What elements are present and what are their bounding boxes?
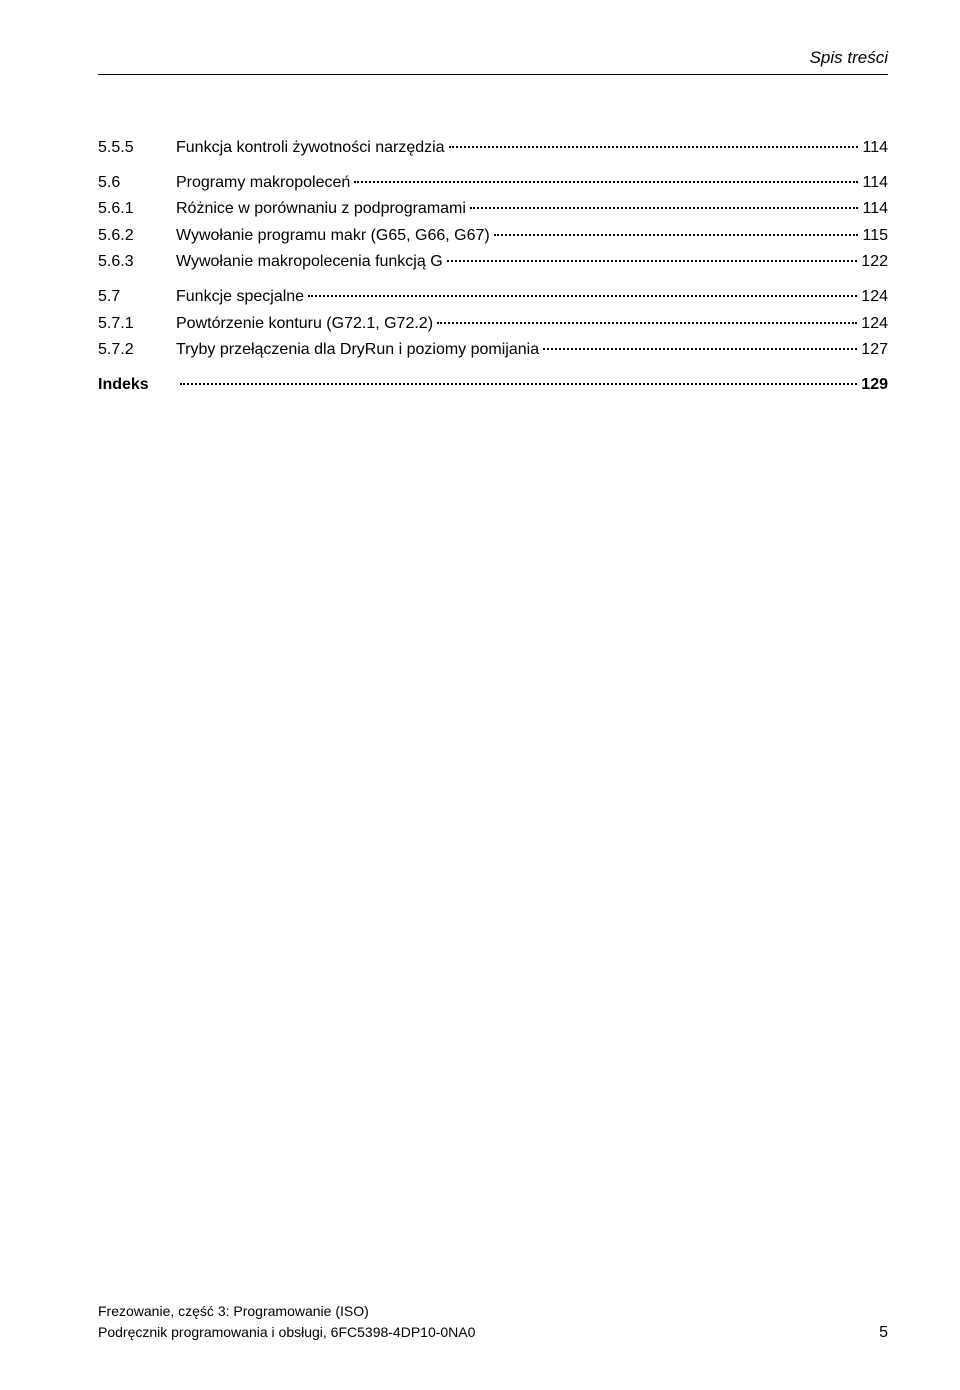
toc-section-number: 5.7 — [98, 284, 176, 310]
toc-section-number: 5.6.2 — [98, 223, 176, 249]
toc-section-number: 5.6.1 — [98, 196, 176, 222]
toc-page-number: 114 — [862, 135, 888, 161]
toc-dot-leader — [447, 260, 858, 262]
toc-page-number: 124 — [861, 311, 888, 337]
toc-dot-leader — [543, 348, 857, 350]
toc-page-number: 114 — [862, 196, 888, 222]
toc-page-number: 114 — [862, 170, 888, 196]
page-header: Spis treści — [98, 48, 888, 75]
toc-entry: Indeks 129 — [98, 372, 888, 398]
toc-entry: 5.6Programy makropoleceń 114 — [98, 170, 888, 196]
toc-spacer — [98, 364, 888, 372]
toc-section-title: Funkcje specjalne — [176, 284, 304, 310]
page-footer: Frezowanie, część 3: Programowanie (ISO)… — [98, 1301, 888, 1342]
toc-dot-leader — [494, 234, 859, 236]
toc-entry: 5.6.1Różnice w porównaniu z podprogramam… — [98, 196, 888, 222]
toc-section-number: Indeks — [98, 372, 176, 398]
toc-section-title: Powtórzenie konturu (G72.1, G72.2) — [176, 311, 433, 337]
toc-dot-leader — [449, 146, 859, 148]
toc-section-title: Wywołanie makropolecenia funkcją G — [176, 249, 443, 275]
toc-section-title: Tryby przełączenia dla DryRun i poziomy … — [176, 337, 539, 363]
toc-page-number: 124 — [861, 284, 888, 310]
toc-entry: 5.7.2Tryby przełączenia dla DryRun i poz… — [98, 337, 888, 363]
toc-entry: 5.6.3Wywołanie makropolecenia funkcją G 1… — [98, 249, 888, 275]
toc-section-title: Wywołanie programu makr (G65, G66, G67) — [176, 223, 490, 249]
toc-dot-leader — [308, 295, 857, 297]
toc-section-title: Różnice w porównaniu z podprogramami — [176, 196, 466, 222]
toc-page-number: 129 — [861, 372, 888, 398]
toc-page-number: 127 — [861, 337, 888, 363]
toc-page-number: 122 — [861, 249, 888, 275]
toc-spacer — [98, 276, 888, 284]
toc-section-number: 5.5.5 — [98, 135, 176, 161]
toc-entry: 5.6.2Wywołanie programu makr (G65, G66, … — [98, 223, 888, 249]
table-of-contents: 5.5.5Funkcja kontroli żywotności narzędz… — [98, 135, 888, 397]
toc-section-number: 5.6.3 — [98, 249, 176, 275]
toc-section-number: 5.7.2 — [98, 337, 176, 363]
toc-section-title: Funkcja kontroli żywotności narzędzia — [176, 135, 445, 161]
toc-section-number: 5.7.1 — [98, 311, 176, 337]
header-title: Spis treści — [810, 48, 888, 67]
page-container: Spis treści 5.5.5Funkcja kontroli żywotn… — [0, 0, 960, 1390]
toc-entry: 5.5.5Funkcja kontroli żywotności narzędz… — [98, 135, 888, 161]
footer-page-number: 5 — [879, 1324, 888, 1342]
toc-section-number: 5.6 — [98, 170, 176, 196]
toc-page-number: 115 — [862, 223, 888, 249]
toc-spacer — [98, 162, 888, 170]
footer-line-1: Frezowanie, część 3: Programowanie (ISO) — [98, 1301, 888, 1321]
footer-line-2: Podręcznik programowania i obsługi, 6FC5… — [98, 1322, 475, 1342]
toc-dot-leader — [180, 383, 857, 385]
footer-bottom-row: Podręcznik programowania i obsługi, 6FC5… — [98, 1322, 888, 1342]
toc-dot-leader — [354, 181, 858, 183]
toc-dot-leader — [470, 207, 859, 209]
toc-entry: 5.7.1Powtórzenie konturu (G72.1, G72.2) 1… — [98, 311, 888, 337]
toc-section-title: Programy makropoleceń — [176, 170, 350, 196]
toc-entry: 5.7Funkcje specjalne 124 — [98, 284, 888, 310]
toc-dot-leader — [437, 322, 857, 324]
